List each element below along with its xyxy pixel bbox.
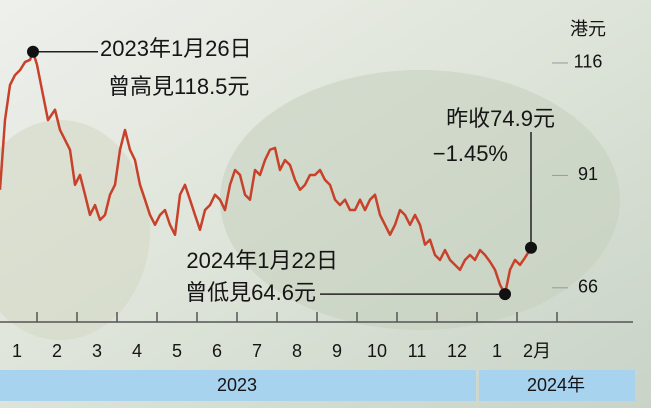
x-tick-label: 6 — [212, 341, 222, 361]
x-tick-label: 9 — [332, 341, 342, 361]
annotation: 2023年1月26日 — [100, 36, 252, 61]
x-tick-label: 12 — [447, 341, 467, 361]
x-tick-label: 11 — [408, 341, 427, 361]
annotation: −1.45% — [433, 141, 508, 166]
x-tick-label: 1 — [12, 341, 22, 361]
x-tick-label: 3 — [92, 341, 102, 361]
y-tick-label: 66 — [578, 277, 598, 297]
point-marker — [27, 46, 39, 58]
x-tick-label: 2月 — [523, 341, 551, 361]
year-label: 2023 — [217, 375, 257, 395]
x-tick-label: 2 — [52, 341, 62, 361]
y-tick-label: 91 — [578, 164, 598, 184]
annotation: 昨收74.9元 — [446, 106, 555, 131]
x-tick-label: 1 — [492, 341, 502, 361]
chart: 港元 2023年1月26日 曾高見118.5元 昨收74.9元 −1.45% 2… — [0, 0, 651, 408]
x-tick-label: 7 — [252, 341, 262, 361]
x-tick-label: 10 — [367, 341, 387, 361]
annotation: 曾高見118.5元 — [108, 74, 249, 99]
x-tick-label: 8 — [292, 341, 302, 361]
annotation: 曾低見64.6元 — [185, 280, 316, 305]
annotation: 2024年1月22日 — [186, 248, 338, 273]
point-marker — [499, 288, 511, 300]
y-tick-label: 116 — [574, 52, 603, 72]
point-marker — [525, 242, 537, 254]
year-label: 2024年 — [527, 375, 585, 395]
x-tick-label: 4 — [132, 341, 142, 361]
x-tick-label: 5 — [172, 341, 182, 361]
unit-label: 港元 — [570, 19, 606, 39]
